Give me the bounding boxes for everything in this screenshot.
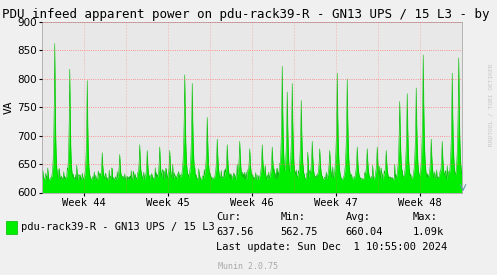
Text: PDU infeed apparent power on pdu-rack39-R - GN13 UPS / 15 L3 - by month: PDU infeed apparent power on pdu-rack39-… — [2, 8, 497, 21]
Text: RRDTOOL / TOBI OETIKER: RRDTOOL / TOBI OETIKER — [489, 63, 494, 146]
Text: 660.04: 660.04 — [345, 227, 383, 237]
Text: pdu-rack39-R - GN13 UPS / 15 L3: pdu-rack39-R - GN13 UPS / 15 L3 — [21, 222, 215, 232]
Text: Munin 2.0.75: Munin 2.0.75 — [219, 262, 278, 271]
Text: 637.56: 637.56 — [216, 227, 253, 237]
Text: 562.75: 562.75 — [281, 227, 318, 237]
Y-axis label: VA: VA — [4, 100, 14, 114]
Text: Min:: Min: — [281, 212, 306, 222]
Text: 1.09k: 1.09k — [413, 227, 444, 237]
Text: Last update: Sun Dec  1 10:55:00 2024: Last update: Sun Dec 1 10:55:00 2024 — [216, 243, 447, 252]
Text: Avg:: Avg: — [345, 212, 370, 222]
Text: Max:: Max: — [413, 212, 437, 222]
Text: Cur:: Cur: — [216, 212, 241, 222]
